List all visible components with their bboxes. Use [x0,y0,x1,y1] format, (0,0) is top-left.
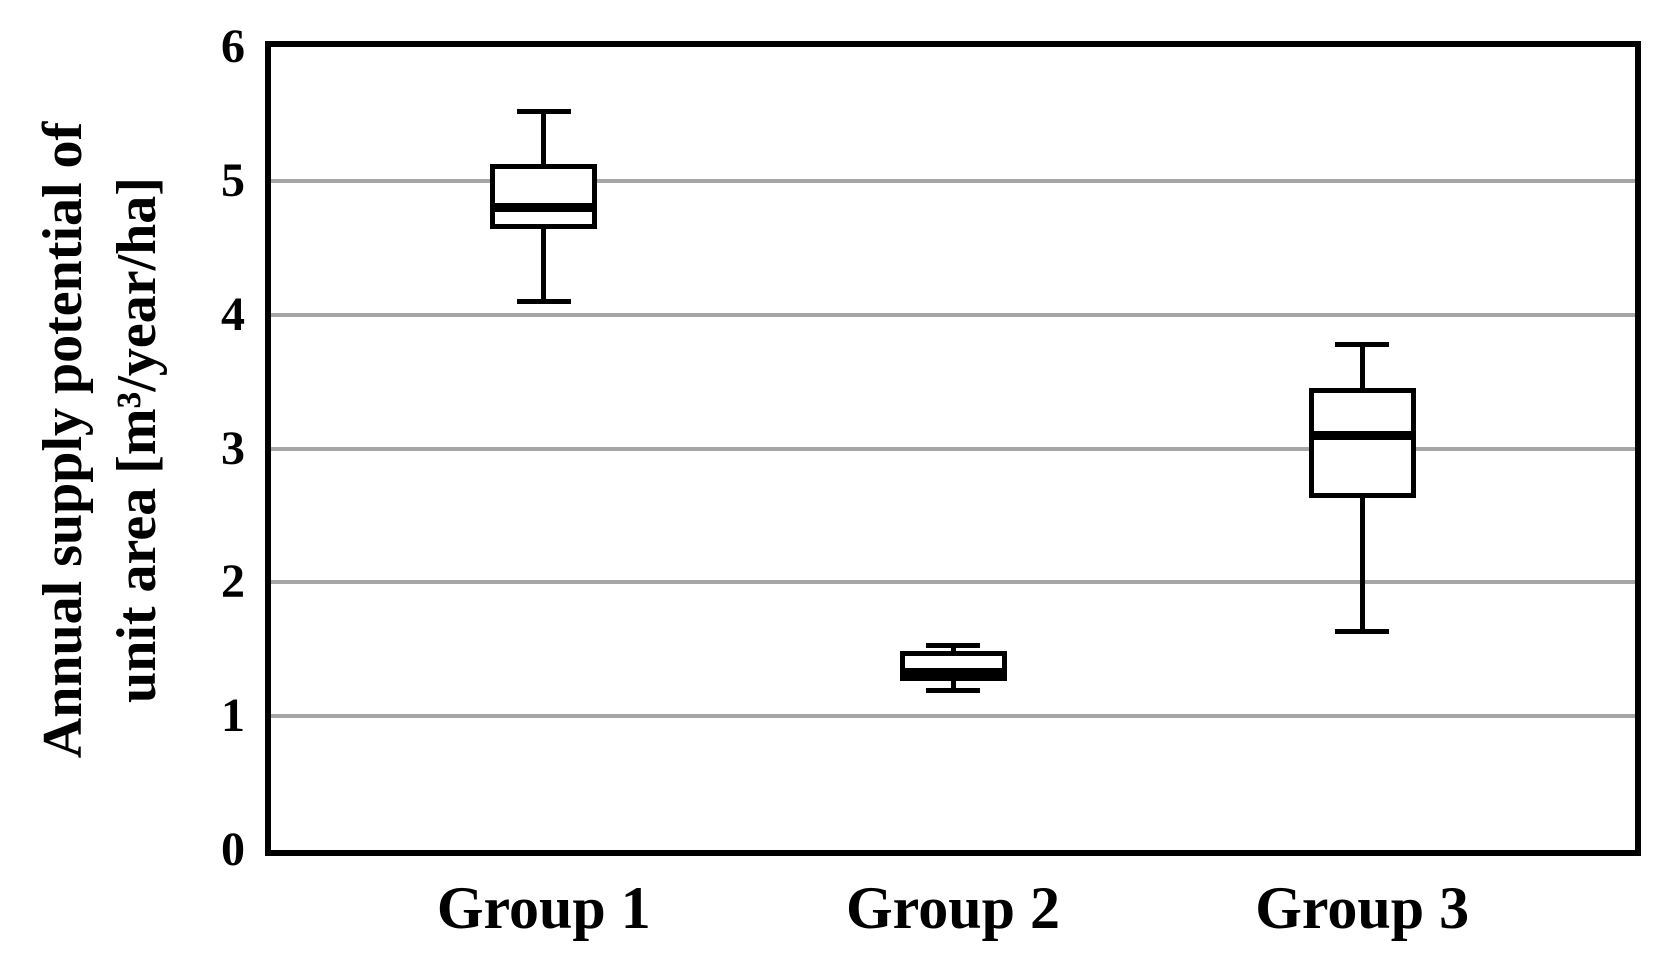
whisker-upper-stem [1359,344,1365,391]
whisker-max-cap [516,108,571,114]
y-tick-label: 5 [221,153,245,207]
whisker-min-cap [516,298,571,304]
x-category-label: Group 3 [1255,875,1470,941]
whisker-upper-stem [950,645,956,654]
y-gridline [271,714,1635,719]
y-gridline [271,178,1635,183]
whisker-min-cap [1335,629,1390,635]
median-line [1310,430,1414,440]
whisker-max-cap [926,642,980,648]
whisker-upper-stem [541,111,547,167]
iqr-box [490,163,598,229]
y-tick-label: 6 [221,20,245,73]
y-gridline [271,312,1635,317]
iqr-box [1308,388,1416,498]
median-line [492,203,596,213]
y-tick-label: 1 [221,689,245,743]
y-tick-label: 4 [221,287,245,341]
whisker-max-cap [1335,341,1390,347]
whisker-lower-stem [950,678,956,691]
iqr-box [899,650,1007,682]
y-tick-label: 3 [221,421,245,475]
x-category-label: Group 1 [436,875,651,941]
y-tick-label: 0 [221,823,245,876]
x-category-label: Group 2 [846,875,1060,941]
plot-area [265,41,1641,856]
y-gridline [271,580,1635,585]
whisker-min-cap [926,688,980,694]
whisker-lower-stem [1359,495,1365,632]
y-tick-label: 2 [221,555,245,609]
whisker-lower-stem [541,226,547,302]
y-gridline [271,446,1635,451]
median-line [901,667,1005,677]
